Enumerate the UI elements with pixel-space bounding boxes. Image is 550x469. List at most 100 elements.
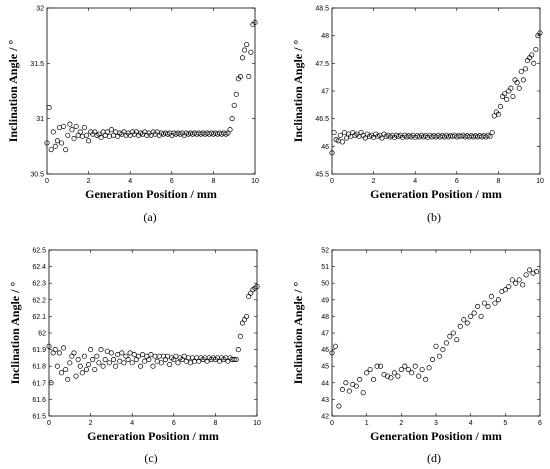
data-point <box>148 352 154 358</box>
data-point <box>518 69 524 75</box>
y-tick-label: 62.3 <box>32 281 46 288</box>
data-point <box>481 300 488 306</box>
data-point <box>502 91 508 97</box>
data-point <box>110 357 117 363</box>
y-tick-label: 45.5 <box>315 172 329 179</box>
panel-caption: (d) <box>427 451 441 465</box>
data-point <box>329 350 335 356</box>
data-point <box>371 376 377 383</box>
data-point <box>485 303 491 309</box>
y-tick-label: 48.5 <box>315 6 329 13</box>
data-point <box>140 352 146 358</box>
data-point <box>248 49 254 55</box>
data-point <box>364 370 370 376</box>
data-point <box>527 267 533 273</box>
data-point <box>181 353 187 359</box>
x-tick-label: 8 <box>211 178 215 185</box>
chart-panel-a: 0 2 4 6 8 10 30.5 31 31.5 32 Generation Position /… <box>6 6 259 225</box>
data-point <box>167 361 173 368</box>
data-point <box>85 361 92 368</box>
data-point <box>48 147 54 153</box>
data-point <box>537 30 543 36</box>
y-tick-label: 31.5 <box>30 61 44 68</box>
data-point <box>522 66 528 72</box>
data-point <box>331 129 337 136</box>
data-point <box>436 353 443 359</box>
data-point <box>175 360 181 366</box>
data-point <box>165 353 171 359</box>
data-point <box>63 147 69 153</box>
data-point <box>77 129 83 135</box>
data-point <box>61 123 67 129</box>
data-point <box>106 133 112 139</box>
data-point <box>244 41 250 48</box>
data-point <box>54 363 60 369</box>
x-tick-label: 10 <box>536 178 544 185</box>
data-point <box>454 337 460 343</box>
y-tick-label: 49 <box>321 297 329 304</box>
data-point <box>137 363 144 369</box>
chart-panel-d: 0 1 2 3 4 5 64243444546474849505152Generation … <box>291 248 542 466</box>
data-point <box>362 135 368 141</box>
y-tick-label: 61.7 <box>32 380 46 387</box>
plot-frame <box>46 7 256 175</box>
data-point <box>77 363 83 369</box>
data-point <box>129 360 135 366</box>
data-point <box>115 352 121 358</box>
data-point <box>531 60 537 66</box>
x-tick-label: 8 <box>496 178 500 185</box>
y-tick-label: 52 <box>321 248 329 255</box>
data-point <box>492 300 498 306</box>
data-point <box>135 353 141 359</box>
data-point <box>59 140 65 146</box>
x-tick-label: 4 <box>130 420 134 427</box>
data-point <box>252 19 258 25</box>
y-axis-label: Inclination Angle / ° <box>291 40 305 143</box>
data-point <box>81 353 87 359</box>
x-tick-label: 3 <box>434 420 438 427</box>
data-point <box>69 127 75 133</box>
data-point <box>239 55 246 61</box>
data-point <box>113 129 119 135</box>
y-tick-label: 45 <box>321 364 329 371</box>
data-point <box>341 129 348 136</box>
data-point <box>52 347 58 353</box>
data-point <box>100 363 106 369</box>
data-point <box>391 370 397 376</box>
data-point <box>367 366 373 373</box>
data-point <box>329 150 335 156</box>
data-point <box>242 47 248 53</box>
x-tick-label: 6 <box>172 420 176 427</box>
plot-frame <box>331 7 541 175</box>
data-point <box>360 390 366 396</box>
y-tick-label: 31 <box>36 116 44 123</box>
data-point <box>502 287 508 293</box>
data-point <box>533 269 540 275</box>
data-point <box>471 310 477 316</box>
data-point <box>377 363 384 369</box>
data-point <box>475 303 481 309</box>
data-point <box>461 317 467 323</box>
data-point <box>63 366 69 373</box>
data-point <box>83 132 90 138</box>
y-axis-label: Inclination Angle / ° <box>291 282 305 385</box>
data-point <box>357 376 363 383</box>
data-point <box>185 355 191 361</box>
data-point <box>229 116 235 122</box>
data-point <box>108 127 115 133</box>
data-point <box>98 347 104 353</box>
data-point <box>244 313 250 319</box>
data-point <box>344 135 350 141</box>
x-axis-label: Generation Position / mm <box>85 187 217 201</box>
data-point <box>71 136 77 142</box>
plot-frame <box>331 249 541 417</box>
data-point <box>90 357 96 363</box>
chart-panel-c: 0 2 4 6 8 10 61.5 61.6 61.7 61.8 61.9 62 62.1 62.2 62.… <box>8 248 261 466</box>
x-tick-label: 10 <box>253 420 261 427</box>
panel-caption: (a) <box>143 210 156 224</box>
data-point <box>56 350 62 356</box>
data-point <box>102 357 108 363</box>
x-axis-label: Generation Position / mm <box>370 429 502 443</box>
y-tick-label: 46 <box>321 144 329 151</box>
data-point <box>409 370 415 376</box>
